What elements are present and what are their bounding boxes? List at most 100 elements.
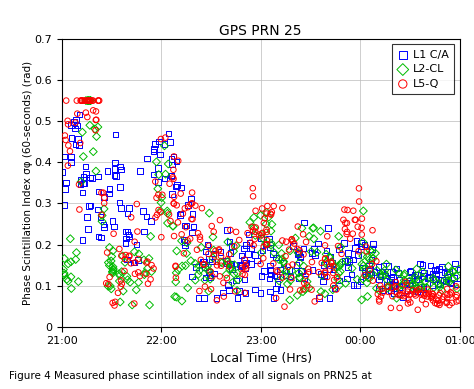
L2-CL	[197, 244, 205, 251]
L2-CL	[335, 233, 343, 240]
L1 C/A	[118, 166, 125, 173]
L5-Q	[403, 282, 410, 288]
L5-Q	[131, 239, 138, 245]
L2-CL	[344, 258, 351, 264]
L5-Q	[249, 193, 257, 200]
L2-CL	[319, 273, 326, 279]
L1 C/A	[428, 271, 436, 277]
L1 C/A	[395, 284, 402, 290]
L2-CL	[117, 299, 124, 305]
L2-CL	[227, 265, 234, 271]
L1 C/A	[403, 279, 410, 286]
L5-Q	[428, 293, 436, 300]
L2-CL	[360, 208, 367, 214]
L5-Q	[219, 280, 227, 286]
L1 C/A	[326, 266, 333, 272]
L1 C/A	[447, 280, 455, 286]
L5-Q	[389, 285, 396, 291]
L2-CL	[83, 98, 91, 104]
L5-Q	[143, 259, 150, 266]
L2-CL	[246, 219, 254, 226]
L2-CL	[278, 251, 285, 257]
L2-CL	[148, 268, 155, 275]
L5-Q	[210, 229, 218, 235]
L5-Q	[374, 291, 382, 297]
L5-Q	[401, 279, 409, 285]
L5-Q	[216, 217, 224, 223]
L5-Q	[187, 201, 194, 207]
L5-Q	[260, 244, 267, 250]
L1 C/A	[340, 240, 348, 246]
L1 C/A	[236, 261, 244, 267]
L5-Q	[416, 286, 423, 293]
L2-CL	[258, 231, 265, 237]
L2-CL	[206, 276, 214, 282]
L2-CL	[383, 261, 390, 267]
L5-Q	[249, 228, 257, 234]
L1 C/A	[195, 295, 202, 301]
L1 C/A	[427, 263, 434, 269]
L1 C/A	[253, 258, 261, 264]
Legend: L1 C/A, L2-CL, L5-Q: L1 C/A, L2-CL, L5-Q	[392, 44, 454, 95]
L1 C/A	[260, 268, 268, 274]
L5-Q	[396, 305, 403, 311]
L2-CL	[292, 235, 299, 241]
L1 C/A	[182, 242, 189, 249]
L1 C/A	[438, 277, 446, 283]
L1 C/A	[60, 202, 68, 209]
L5-Q	[201, 261, 208, 267]
L5-Q	[257, 261, 264, 267]
L1 C/A	[77, 182, 84, 188]
L5-Q	[118, 253, 125, 259]
L2-CL	[250, 224, 258, 231]
X-axis label: Local Time (Hrs): Local Time (Hrs)	[210, 352, 312, 365]
L5-Q	[333, 274, 341, 280]
L5-Q	[95, 98, 103, 104]
L2-CL	[384, 283, 392, 289]
L5-Q	[429, 291, 437, 297]
L2-CL	[278, 256, 286, 262]
L5-Q	[267, 210, 274, 217]
L5-Q	[436, 300, 443, 306]
L5-Q	[405, 296, 412, 303]
L1 C/A	[100, 224, 108, 230]
L5-Q	[252, 224, 260, 231]
L1 C/A	[266, 262, 274, 268]
L1 C/A	[242, 259, 250, 265]
L1 C/A	[407, 268, 414, 274]
L2-CL	[164, 208, 171, 214]
L2-CL	[337, 260, 345, 266]
L2-CL	[224, 239, 232, 245]
L1 C/A	[271, 272, 278, 279]
L5-Q	[246, 240, 254, 246]
L5-Q	[286, 286, 294, 293]
L5-Q	[417, 290, 425, 296]
L1 C/A	[276, 266, 284, 273]
L1 C/A	[228, 261, 236, 267]
L5-Q	[78, 98, 85, 104]
L1 C/A	[76, 112, 83, 118]
L1 C/A	[223, 227, 231, 233]
L2-CL	[263, 209, 271, 216]
L5-Q	[188, 216, 195, 222]
L1 C/A	[320, 272, 328, 278]
L1 C/A	[123, 257, 131, 263]
L1 C/A	[95, 233, 102, 240]
L5-Q	[98, 212, 105, 218]
L5-Q	[172, 263, 179, 269]
L5-Q	[236, 237, 243, 243]
L1 C/A	[388, 276, 395, 282]
L5-Q	[172, 275, 180, 281]
L5-Q	[289, 238, 296, 245]
L5-Q	[174, 219, 182, 226]
L1 C/A	[82, 171, 90, 177]
L5-Q	[343, 231, 350, 237]
L2-CL	[410, 276, 418, 282]
L2-CL	[250, 214, 258, 221]
L5-Q	[76, 140, 84, 146]
L1 C/A	[367, 257, 375, 263]
L5-Q	[170, 233, 178, 239]
L5-Q	[212, 248, 219, 254]
L1 C/A	[109, 218, 117, 224]
L1 C/A	[117, 205, 125, 211]
